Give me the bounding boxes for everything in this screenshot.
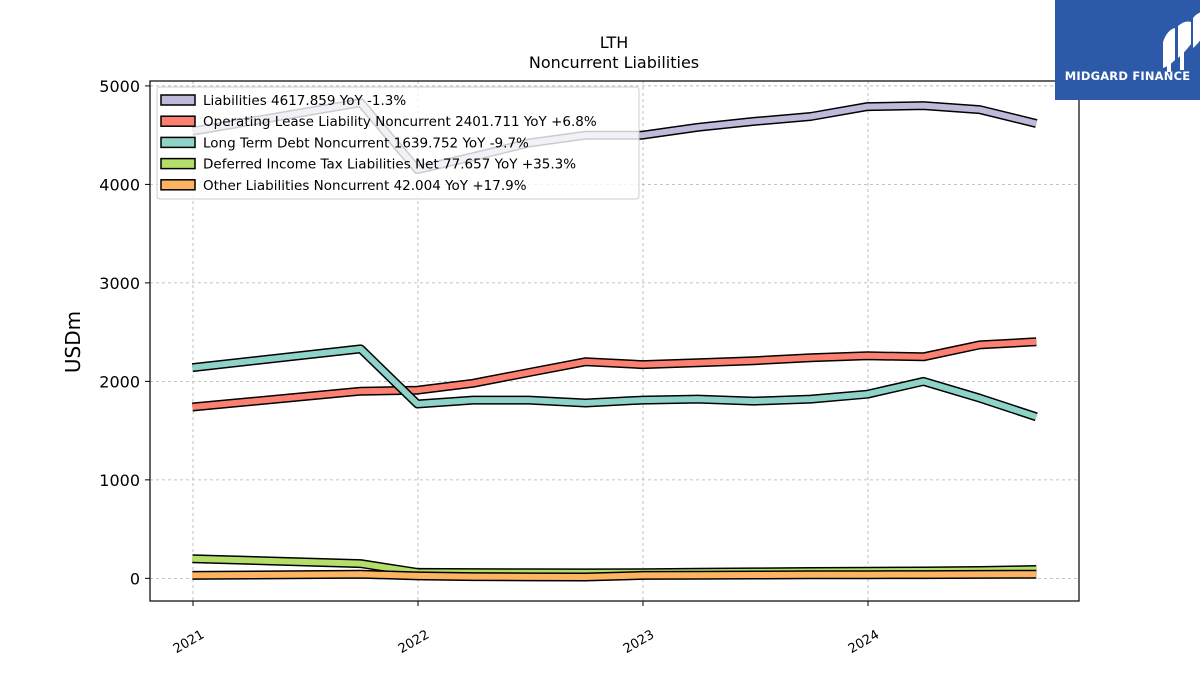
- x-tick-label: 2021: [171, 627, 207, 657]
- series-line-operating-lease-liability-noncurrent: [192, 338, 1037, 410]
- y-tick-label: 5000: [99, 77, 140, 96]
- legend-swatch: [160, 179, 196, 191]
- legend-swatch: [160, 157, 196, 170]
- y-tick-label: 1000: [99, 471, 140, 490]
- legend: Liabilities 4617.859 YoY -1.3% Operating …: [156, 86, 640, 200]
- y-tick-label: 2000: [99, 372, 140, 391]
- y-tick-label: 0: [130, 569, 140, 588]
- x-axis: 2021 2022 2023 2024: [171, 601, 882, 657]
- chart-subtitle: Noncurrent Liabilities: [529, 53, 699, 72]
- legend-entry: Liabilities 4617.859 YoY -1.3%: [203, 93, 406, 109]
- legend-entry: Operating Lease Liability Noncurrent 240…: [203, 114, 597, 130]
- legend-swatch: [160, 94, 196, 106]
- y-tick-label: 3000: [99, 274, 140, 293]
- x-tick-label: 2023: [621, 627, 657, 657]
- brand-name: MIDGARD FINANCE: [1064, 69, 1191, 83]
- plot-frame: [149, 80, 1080, 602]
- y-tick-label: 4000: [99, 175, 140, 194]
- legend-swatch: [160, 115, 196, 127]
- legend-entry: Long Term Debt Noncurrent 1639.752 YoY -…: [203, 135, 529, 151]
- x-tick-label: 2024: [846, 627, 882, 657]
- legend-swatch: [160, 136, 196, 149]
- series-line-other-liabilities-noncurrent: [192, 571, 1037, 580]
- chart-title: LTH: [600, 33, 629, 52]
- legend-entry: Deferred Income Tax Liabilities Net 77.6…: [203, 157, 576, 173]
- series-layer: [191, 98, 1038, 582]
- legend-box: [156, 86, 640, 200]
- y-axis: 0 1000 2000 3000 4000 5000: [99, 77, 150, 588]
- y-axis-label: USDm: [61, 311, 85, 373]
- brand-logo: MIDGARD FINANCE: [1055, 0, 1200, 100]
- logo-mark-icon: [1163, 12, 1200, 72]
- series-line-long-term-debt-noncurrent: [192, 345, 1038, 420]
- legend-entry: Other Liabilities Noncurrent 42.004 YoY …: [203, 178, 527, 194]
- x-tick-label: 2022: [396, 627, 432, 657]
